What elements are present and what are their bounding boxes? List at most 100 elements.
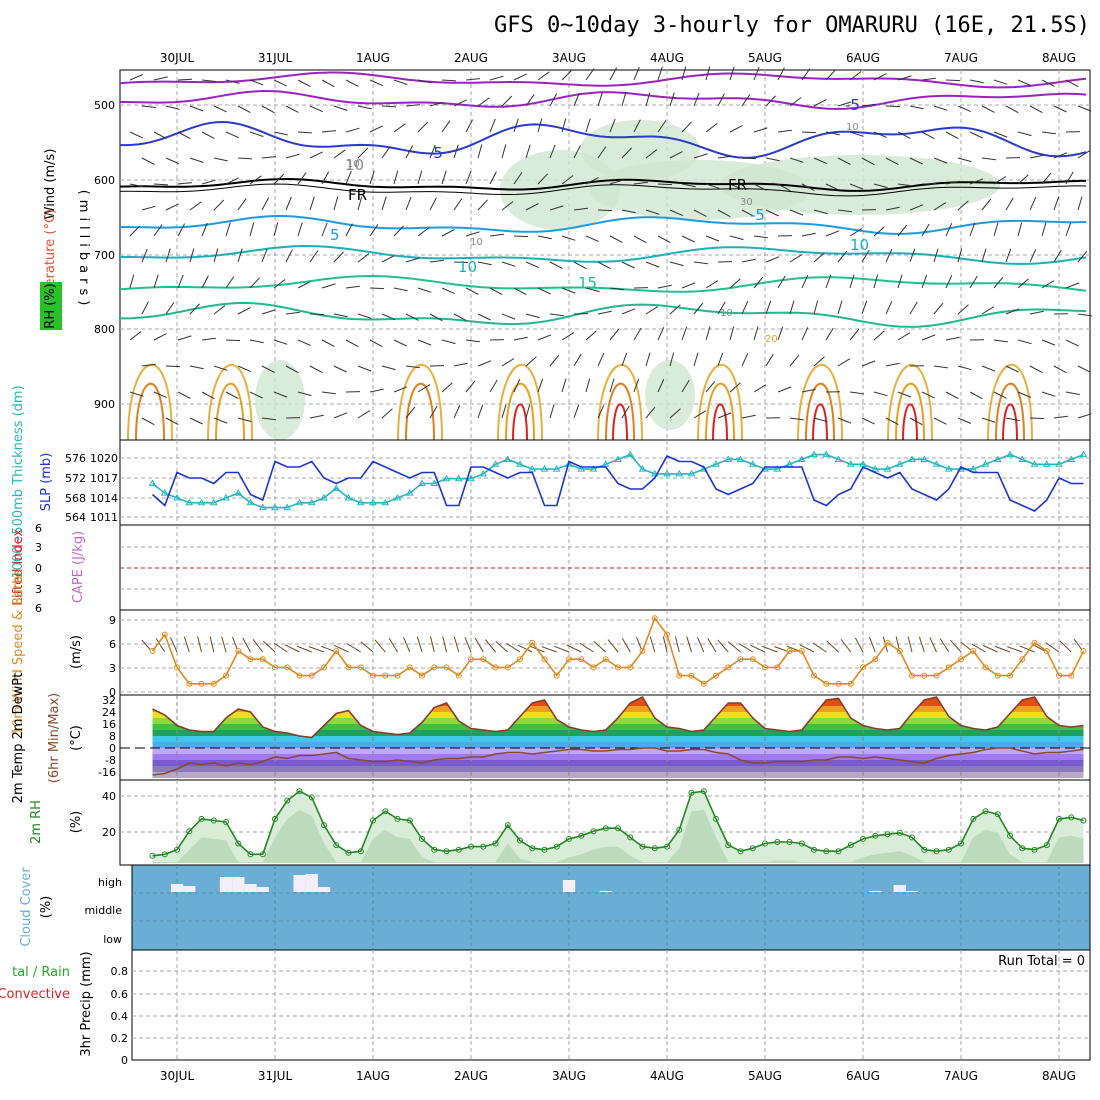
wind-barb: [1065, 339, 1079, 347]
pressure-tick-label: 800: [94, 323, 115, 336]
wind-barb: [561, 287, 576, 294]
wind-barb: [717, 301, 726, 315]
wind-barb: [297, 131, 313, 134]
wind-barb: [945, 180, 960, 185]
wind-barb: [1029, 249, 1037, 263]
wind-barb: [237, 105, 251, 114]
wind-barb: [189, 105, 204, 112]
wind-barb: [201, 275, 209, 289]
wind-barb: [393, 123, 406, 133]
wind-barb: [657, 66, 663, 81]
wind-barb: [909, 157, 923, 165]
wind-barb: [321, 283, 336, 289]
wind-barb: [897, 274, 903, 289]
wind-barb: [465, 380, 476, 393]
wind-barb: [393, 339, 407, 347]
contour-label: -5: [750, 206, 765, 224]
wind-barb: [813, 252, 825, 263]
wind-barb: [969, 79, 984, 84]
wind-barb: [285, 311, 300, 315]
wind-barb: [1053, 196, 1060, 211]
wind-barb: [753, 127, 768, 133]
wind-barb: [561, 235, 576, 241]
wind-barb: [369, 125, 383, 133]
wind-barb: [873, 274, 879, 289]
pressure-tick-label: 600: [94, 174, 115, 187]
top-date-label: 3AUG: [552, 51, 586, 65]
wind-barb: [861, 103, 876, 107]
cloud-label: Cloud Cover: [19, 867, 34, 947]
wind-barb: [489, 118, 496, 133]
upper-rh-label: RH (%): [43, 283, 58, 328]
wind-barb: [801, 131, 817, 134]
wind-barb: [1065, 391, 1080, 396]
wind-barb: [525, 356, 537, 367]
cloud-level-low: low: [103, 933, 122, 946]
wind-barb: [345, 223, 353, 237]
wind-barb: [573, 261, 587, 270]
temp-band: [152, 724, 1084, 730]
wind-barb: [285, 249, 293, 263]
wind-barb: [1053, 365, 1067, 374]
wind-barb: [501, 404, 507, 419]
wind-barb: [489, 75, 504, 81]
contour-line: [995, 382, 1025, 441]
cloud-panel: high middle low Cloud Cover (%): [19, 864, 1091, 951]
contour-line: [902, 403, 918, 441]
wind10-barb: [474, 637, 484, 653]
rh2m-ticks: 40 20: [102, 790, 116, 839]
thickness-series-point: [565, 460, 573, 467]
wind-barb: [957, 248, 963, 263]
wind-barb: [609, 328, 620, 341]
wind-barb: [789, 157, 804, 163]
wind-barb: [705, 326, 711, 341]
wind-barb: [369, 79, 384, 87]
wind-barb: [309, 250, 319, 263]
wind-barb: [885, 362, 900, 367]
wind-barb: [549, 93, 558, 107]
wind-barb: [825, 230, 840, 237]
wind-barb: [405, 365, 420, 369]
wind10-barb: [717, 639, 729, 653]
rh2m-series: [152, 790, 1084, 857]
wind10-barb: [308, 646, 325, 653]
wind-barb: [321, 339, 335, 347]
wind-barb: [501, 144, 507, 159]
wind-barb: [285, 153, 300, 159]
wind-barb: [1077, 196, 1083, 211]
wind-barb: [669, 92, 675, 107]
wind10-barb: [750, 644, 766, 653]
wind-barb: [153, 391, 168, 399]
wind10-panel: 9 6 3 0 10m Wind Speed & Barbs (m/s): [11, 569, 1091, 735]
wind-barb: [549, 354, 560, 367]
wind-barb: [633, 235, 647, 244]
wind-barb: [465, 231, 480, 237]
contour-label: 10: [850, 236, 869, 254]
wind10-barb: [994, 645, 1011, 653]
precip-ticks: 0.8 0.6 0.4 0.2 0: [111, 965, 129, 1067]
wind-barb: [357, 365, 372, 372]
wind-barb: [489, 287, 503, 296]
wind-barb: [225, 222, 231, 237]
wind-barb: [453, 404, 461, 419]
wind-barb: [141, 248, 148, 263]
slp-thickness-panel: 576 572 568 564 1020 1017 1014 1011 1000~500mb …: [11, 385, 1091, 579]
wind-barb: [357, 147, 369, 159]
slp-series: [151, 454, 1084, 512]
wind-barb: [225, 177, 239, 185]
wind-barb: [609, 118, 616, 133]
wind-barb: [621, 92, 627, 107]
wind-barb: [909, 248, 916, 263]
wind-barb: [1053, 415, 1068, 419]
wind-barb: [765, 95, 776, 107]
bottom-date-label: 30JUL: [160, 1069, 195, 1083]
bottom-date-label: 4AUG: [650, 1069, 684, 1083]
wind-barb: [537, 287, 551, 295]
wind-barb: [981, 157, 996, 161]
temp2m-tick: 16: [102, 718, 116, 731]
wind-barb: [681, 235, 695, 243]
wind-barb: [417, 79, 432, 84]
wind-barb: [129, 131, 143, 139]
wind-barb: [441, 339, 456, 345]
